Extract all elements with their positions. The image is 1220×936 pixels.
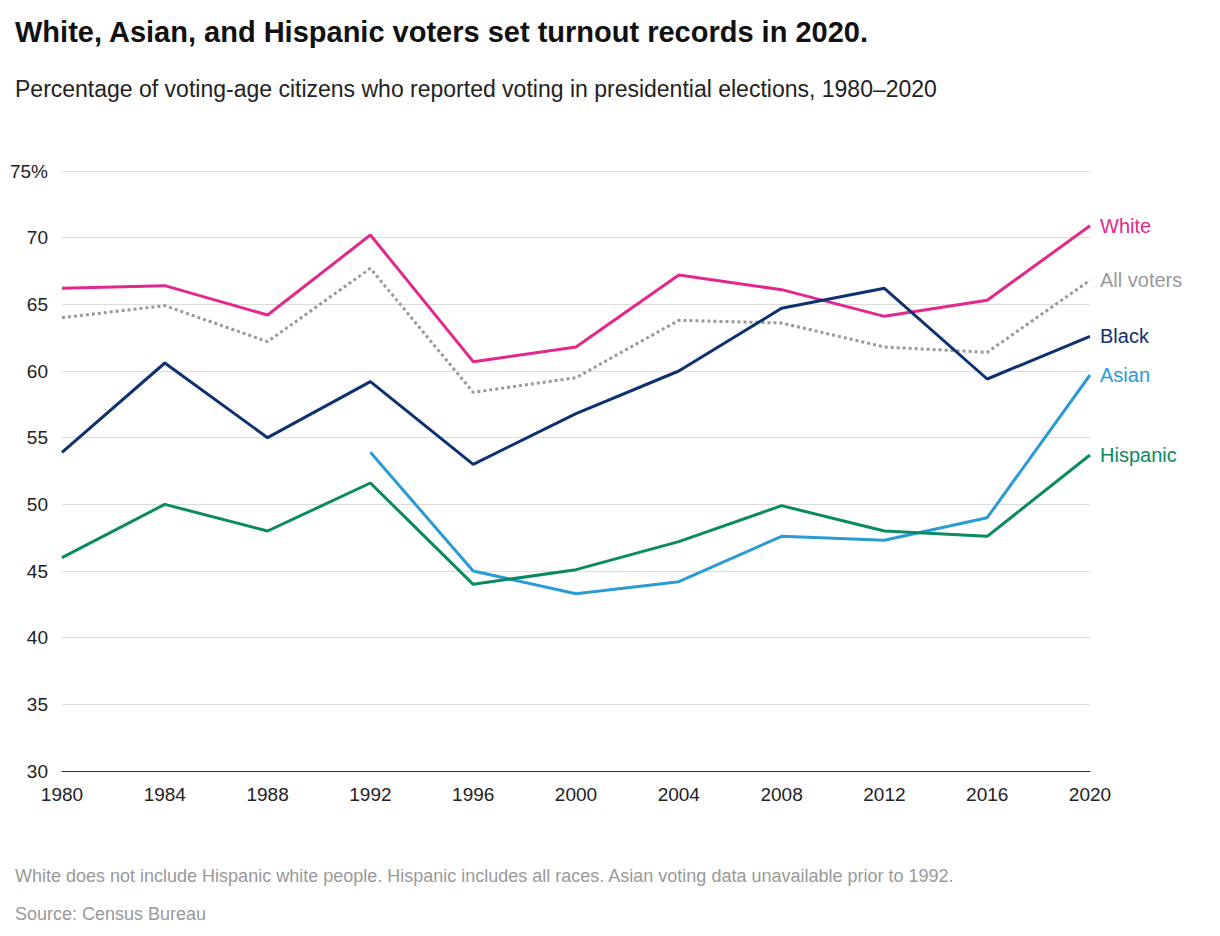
svg-text:75%: 75%	[10, 161, 48, 182]
svg-text:All voters: All voters	[1100, 269, 1182, 291]
svg-text:1992: 1992	[349, 784, 391, 805]
svg-text:2016: 2016	[966, 784, 1008, 805]
svg-text:White: White	[1100, 215, 1151, 237]
svg-text:60: 60	[27, 361, 48, 382]
svg-text:2008: 2008	[760, 784, 802, 805]
svg-text:55: 55	[27, 427, 48, 448]
svg-text:Asian: Asian	[1100, 364, 1150, 386]
svg-text:Hispanic: Hispanic	[1100, 444, 1177, 466]
svg-text:65: 65	[27, 294, 48, 315]
svg-text:White, Asian, and Hispanic vot: White, Asian, and Hispanic voters set tu…	[15, 16, 868, 48]
svg-text:1980: 1980	[41, 784, 83, 805]
svg-text:Percentage of voting-age citiz: Percentage of voting-age citizens who re…	[15, 76, 937, 102]
svg-text:2012: 2012	[863, 784, 905, 805]
svg-text:40: 40	[27, 627, 48, 648]
svg-text:Source: Census Bureau: Source: Census Bureau	[15, 904, 206, 924]
svg-text:30: 30	[27, 761, 48, 782]
svg-text:35: 35	[27, 694, 48, 715]
svg-text:50: 50	[27, 494, 48, 515]
svg-text:45: 45	[27, 561, 48, 582]
svg-text:1996: 1996	[452, 784, 494, 805]
svg-text:1988: 1988	[246, 784, 288, 805]
svg-text:2004: 2004	[658, 784, 701, 805]
svg-text:2000: 2000	[555, 784, 597, 805]
svg-text:Black: Black	[1100, 325, 1150, 347]
svg-text:2020: 2020	[1069, 784, 1111, 805]
svg-text:70: 70	[27, 227, 48, 248]
svg-text:1984: 1984	[144, 784, 187, 805]
svg-text:White does not include Hispani: White does not include Hispanic white pe…	[15, 866, 954, 886]
